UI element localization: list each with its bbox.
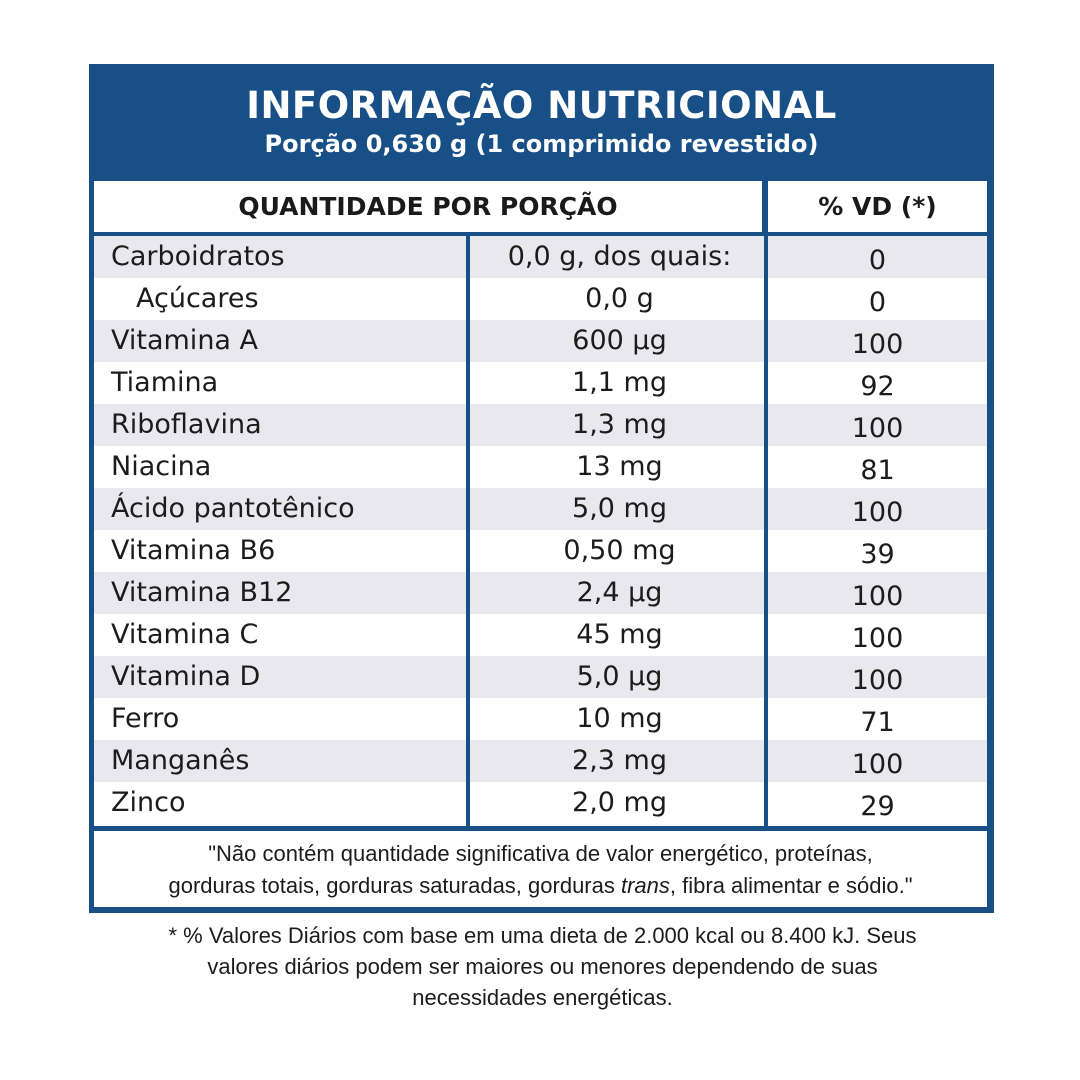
table-row: Vitamina B6 0,50 mg 39 — [94, 530, 987, 572]
note-line-2: gorduras totais, gorduras saturadas, gor… — [94, 870, 987, 902]
serving-size: Porção 0,630 g (1 comprimido revestido) — [264, 130, 819, 158]
nutrient-amount: 13 mg — [576, 451, 663, 482]
nutrient-amount: 1,3 mg — [572, 409, 667, 440]
nutrient-table: Carboidratos 0,0 g, dos quais: 0 Açúcare… — [94, 236, 987, 826]
nutrient-name: Niacina — [111, 451, 212, 482]
nutrient-vd: 100 — [851, 623, 904, 654]
column-divider — [764, 236, 768, 826]
nutrient-vd: 100 — [851, 749, 904, 780]
nutrient-name: Vitamina B12 — [111, 577, 293, 608]
footnote-line-3: necessidades energéticas. — [412, 985, 673, 1010]
table-row: Zinco 2,0 mg 29 — [94, 782, 987, 824]
table-row: Tiamina 1,1 mg 92 — [94, 362, 987, 404]
nutrient-vd: 100 — [851, 665, 904, 696]
column-divider — [466, 236, 470, 826]
table-row: Vitamina D 5,0 µg 100 — [94, 656, 987, 698]
nutrient-name: Vitamina B6 — [111, 535, 276, 566]
column-header-vd: % VD (*) — [768, 181, 987, 232]
nutrient-amount: 0,50 mg — [563, 535, 676, 566]
nutrient-amount: 10 mg — [576, 703, 663, 734]
nutrient-amount: 45 mg — [576, 619, 663, 650]
note-line-1: "Não contém quantidade significativa de … — [208, 841, 873, 866]
nutrient-vd: 100 — [851, 413, 904, 444]
nutrient-name: Riboflavina — [111, 409, 262, 440]
note-text-end: , fibra alimentar e sódio." — [669, 873, 913, 898]
table-row: Manganês 2,3 mg 100 — [94, 740, 987, 782]
nutrient-name: Vitamina D — [111, 661, 261, 692]
footnote-line-1: * % Valores Diários com base em uma diet… — [168, 923, 917, 948]
note-italic-text: trans — [620, 873, 670, 898]
nutrient-amount: 5,0 mg — [572, 493, 667, 524]
nutrient-name: Ácido pantotênico — [111, 493, 355, 524]
nutrient-name: Vitamina A — [111, 325, 259, 356]
nutrient-amount: 5,0 µg — [576, 661, 663, 692]
label-title: INFORMAÇÃO NUTRICIONAL — [246, 84, 837, 127]
table-row: Vitamina B12 2,4 µg 100 — [94, 572, 987, 614]
nutrient-amount: 0,0 g — [585, 283, 654, 314]
table-row: Vitamina C 45 mg 100 — [94, 614, 987, 656]
nutrient-vd: 29 — [860, 791, 895, 822]
nutrient-amount: 0,0 g, dos quais: — [507, 241, 732, 272]
nutrient-vd: 71 — [860, 707, 895, 738]
nutrient-vd: 81 — [860, 455, 895, 486]
nutrient-vd: 39 — [860, 539, 895, 570]
disclaimer-note: "Não contém quantidade significativa de … — [94, 831, 987, 907]
nutrition-label: INFORMAÇÃO NUTRICIONAL Porção 0,630 g (1… — [89, 64, 994, 913]
column-header-quantity: QUANTIDADE POR PORÇÃO — [94, 181, 762, 232]
nutrient-amount: 2,3 mg — [572, 745, 667, 776]
label-header: INFORMAÇÃO NUTRICIONAL Porção 0,630 g (1… — [89, 64, 994, 179]
nutrient-vd: 0 — [868, 287, 887, 318]
nutrient-amount: 600 µg — [572, 325, 667, 356]
nutrient-vd: 0 — [868, 245, 887, 276]
nutrient-name: Vitamina C — [111, 619, 259, 650]
nutrient-amount: 2,4 µg — [576, 577, 663, 608]
table-row: Vitamina A 600 µg 100 — [94, 320, 987, 362]
nutrient-name: Tiamina — [111, 367, 219, 398]
table-row: Carboidratos 0,0 g, dos quais: 0 — [94, 236, 987, 278]
footnote-line-2: valores diários podem ser maiores ou men… — [207, 954, 878, 979]
note-text: gorduras totais, gorduras saturadas, gor… — [168, 873, 621, 898]
nutrient-amount: 1,1 mg — [572, 367, 667, 398]
table-row: Açúcares 0,0 g 0 — [94, 278, 987, 320]
table-row: Riboflavina 1,3 mg 100 — [94, 404, 987, 446]
nutrient-name: Manganês — [111, 745, 250, 776]
nutrient-vd: 100 — [851, 329, 904, 360]
nutrient-vd: 92 — [860, 371, 895, 402]
nutrient-name: Açúcares — [136, 283, 259, 314]
nutrient-amount: 2,0 mg — [572, 787, 667, 818]
nutrient-vd: 100 — [851, 497, 904, 528]
nutrient-name: Ferro — [111, 703, 180, 734]
nutrient-vd: 100 — [851, 581, 904, 612]
daily-values-footnote: * % Valores Diários com base em uma diet… — [90, 920, 995, 1013]
nutrient-name: Carboidratos — [111, 241, 285, 272]
nutrient-name: Zinco — [111, 787, 186, 818]
table-row: Ferro 10 mg 71 — [94, 698, 987, 740]
table-row: Niacina 13 mg 81 — [94, 446, 987, 488]
table-row: Ácido pantotênico 5,0 mg 100 — [94, 488, 987, 530]
